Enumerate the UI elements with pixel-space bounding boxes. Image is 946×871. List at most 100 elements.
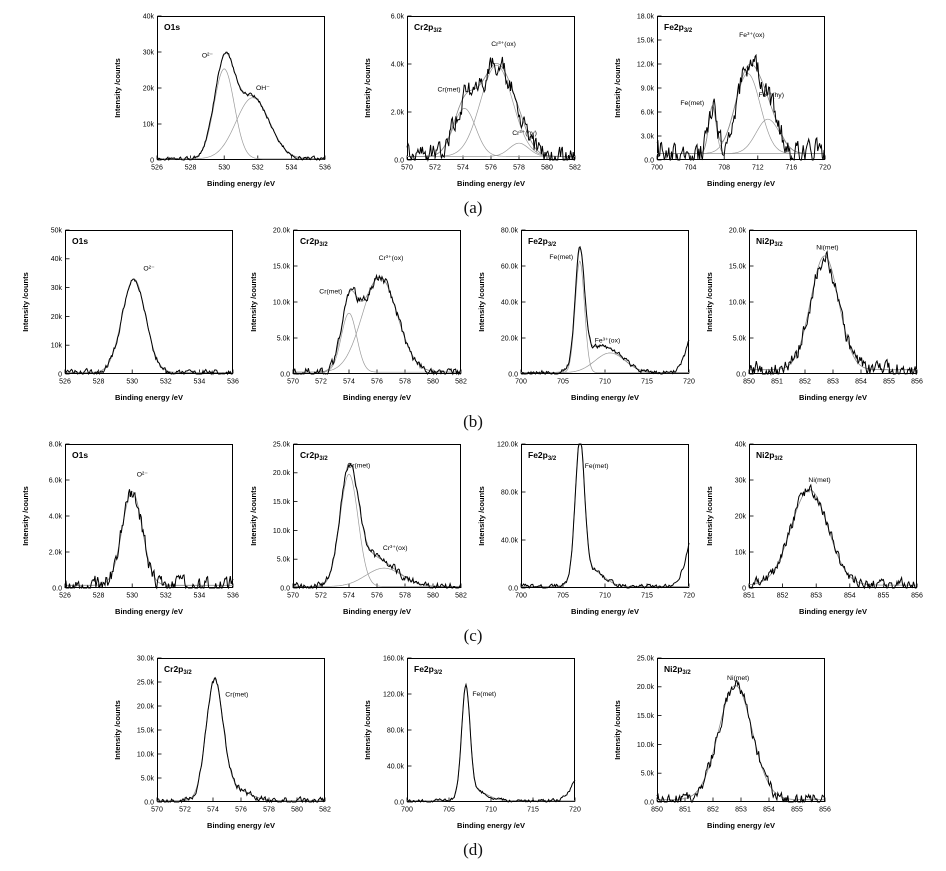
spectrum-data-curve — [64, 489, 234, 590]
y-tick-label: 25.0k — [273, 441, 291, 448]
charts-row-b: 526 528 530 532 534 536 0 10k 20k 30k 40k 50k Bindin… — [19, 222, 927, 411]
chart-title: Ni2p3/2 — [664, 664, 691, 676]
x-tick-label: 716 — [786, 165, 798, 172]
chart-a-O1s: 526 528 530 532 534 536 0 10k 20k 30k 40k Binding e… — [111, 8, 335, 197]
x-tick-label: 852 — [777, 593, 789, 600]
x-tick-label: 700 — [651, 165, 663, 172]
c-Ni2p-plot: 851 852 853 854 855 856 0 10k 20k 30k 40k Binding e… — [705, 441, 923, 616]
chart-c-Fe2p: 700 705 710 715 720 0.0 40.0k 80.0k 120.0k Bindin… — [475, 436, 699, 625]
x-tick-label: 720 — [683, 593, 695, 600]
x-tick-label: 582 — [455, 593, 467, 600]
y-axis-label: Intensity /counts — [363, 58, 372, 118]
y-axis-label: Intensity /counts — [613, 700, 622, 760]
y-tick-label: 40.0k — [387, 763, 405, 770]
x-tick-label: 532 — [160, 379, 172, 386]
charts-row-a: 526 528 530 532 534 536 0 10k 20k 30k 40k Binding e… — [111, 8, 835, 197]
chart-a-Fe2p: 700 704 708 712 716 720 0.0 3.0k 6.0k 9.0k 12.0k 15… — [611, 8, 835, 197]
y-axis-label: Intensity /counts — [363, 700, 372, 760]
y-tick-label: 5.0k — [641, 771, 655, 778]
c-O1s-plot: 526 528 530 532 534 536 0.0 2.0k 4.0k 6.0k 8.0k Bin… — [21, 441, 239, 616]
chart-title: Fe2p3/2 — [528, 236, 557, 248]
y-axis-label: Intensity /counts — [613, 58, 622, 118]
x-tick-label: 526 — [151, 165, 163, 172]
x-tick-label: 574 — [343, 379, 355, 386]
x-tick-label: 710 — [599, 593, 611, 600]
y-tick-label: 12.0k — [637, 61, 655, 68]
charts-row-c: 526 528 530 532 534 536 0.0 2.0k 4.0k 6.0k 8.0k Bin… — [19, 436, 927, 625]
peak-annotation: Cr(met) — [347, 463, 370, 470]
spectrum-data-curve — [656, 53, 826, 162]
y-tick-label: 80.0k — [387, 727, 405, 734]
x-tick-label: 715 — [641, 379, 653, 386]
x-tick-label: 700 — [515, 593, 527, 600]
b-Ni2p-plot: 850 851 852 853 854 855 856 0.0 5.0k 10.0k 15.0k 20… — [705, 227, 923, 402]
y-tick-label: 0.0 — [280, 371, 290, 378]
spectrum-data-curve — [656, 680, 826, 804]
y-tick-label: 120.0k — [497, 441, 519, 448]
y-tick-label: 15.0k — [729, 263, 747, 270]
x-tick-label: 532 — [160, 593, 172, 600]
d-Fe2p-plot: 700 705 710 715 720 0.0 40.0k 80.0k 120.0k 160.0k… — [363, 655, 581, 830]
x-axis-label: Binding energy /eV — [571, 393, 639, 402]
chart-title: O1s — [72, 236, 88, 246]
y-tick-label: 20.0k — [637, 684, 655, 691]
x-tick-label: 715 — [527, 807, 539, 814]
y-tick-label: 5.0k — [733, 335, 747, 342]
peak-annotation: Cr³⁺(hy) — [512, 130, 537, 137]
chart-b-O1s: 526 528 530 532 534 536 0 10k 20k 30k 40k 50k Bindin… — [19, 222, 243, 411]
x-tick-label: 850 — [651, 807, 663, 814]
spectrum-data-curve — [292, 462, 462, 590]
x-tick-label: 580 — [541, 165, 553, 172]
plot-frame — [657, 16, 825, 160]
x-tick-label: 708 — [718, 165, 730, 172]
chart-b-Fe2p: 700 705 710 715 720 0.0 20.0k 40.0k 60.0k 80.0k Bi… — [475, 222, 699, 411]
chart-c-O1s: 526 528 530 532 534 536 0.0 2.0k 4.0k 6.0k 8.0k Bin… — [19, 436, 243, 625]
x-tick-label: 855 — [878, 593, 890, 600]
y-axis-label: Intensity /counts — [113, 58, 122, 118]
spectrum-data-curve — [406, 682, 576, 803]
y-axis-label: Intensity /counts — [21, 272, 30, 332]
y-tick-label: 30k — [51, 285, 63, 292]
figure-row-b: 526 528 530 532 534 536 0 10k 20k 30k 40k 50k Bindin… — [0, 222, 946, 435]
peak-annotation: O²⁻ — [137, 471, 149, 478]
x-tick-label: 851 — [771, 379, 783, 386]
x-tick-label: 578 — [513, 165, 525, 172]
x-axis-label: Binding energy /eV — [115, 393, 183, 402]
x-tick-label: 534 — [286, 165, 298, 172]
peak-annotation: Fe³⁺(ox) — [739, 32, 765, 39]
x-tick-label: 572 — [315, 593, 327, 600]
y-tick-label: 3.0k — [641, 133, 655, 140]
y-tick-label: 20.0k — [137, 703, 155, 710]
spectrum-data-curve — [156, 51, 326, 161]
spectrum-data-curve — [520, 245, 690, 376]
plot-frame — [749, 230, 917, 374]
y-tick-label: 0.0 — [144, 799, 154, 806]
x-tick-label: 570 — [287, 593, 299, 600]
y-tick-label: 40k — [51, 256, 63, 263]
peak-annotation: O²⁻ — [202, 52, 214, 59]
spectrum-data-curve — [64, 278, 234, 376]
x-tick-label: 576 — [235, 807, 247, 814]
x-axis-label: Binding energy /eV — [343, 607, 411, 616]
b-O1s-plot: 526 528 530 532 534 536 0 10k 20k 30k 40k 50k Bindin… — [21, 227, 239, 402]
y-tick-label: 0.0 — [394, 157, 404, 164]
x-tick-label: 853 — [810, 593, 822, 600]
x-tick-label: 854 — [855, 379, 867, 386]
spectrum-data-curve — [406, 56, 575, 162]
chart-d-Cr2p: 570 572 574 576 578 580 582 0.0 5.0k 10.0k 15.0k 20… — [111, 650, 335, 839]
chart-title: Fe2p3/2 — [414, 664, 443, 676]
peak-annotation: Fe(met) — [680, 100, 704, 107]
chart-title: Fe2p3/2 — [528, 450, 557, 462]
chart-b-Ni2p: 850 851 852 853 854 855 856 0.0 5.0k 10.0k 15.0k 20… — [703, 222, 927, 411]
peak-annotation: O²⁻ — [143, 265, 155, 272]
x-tick-label: 720 — [683, 379, 695, 386]
row-label-a: (a) — [463, 198, 483, 217]
x-tick-label: 528 — [185, 165, 197, 172]
row-label-b: (b) — [463, 412, 483, 431]
x-tick-label: 574 — [343, 593, 355, 600]
y-tick-label: 120.0k — [383, 691, 405, 698]
x-tick-label: 852 — [707, 807, 719, 814]
peak-annotation: Fe³⁺(hy) — [758, 92, 784, 99]
y-tick-label: 10k — [735, 549, 747, 556]
x-axis-label: Binding energy /eV — [799, 393, 867, 402]
